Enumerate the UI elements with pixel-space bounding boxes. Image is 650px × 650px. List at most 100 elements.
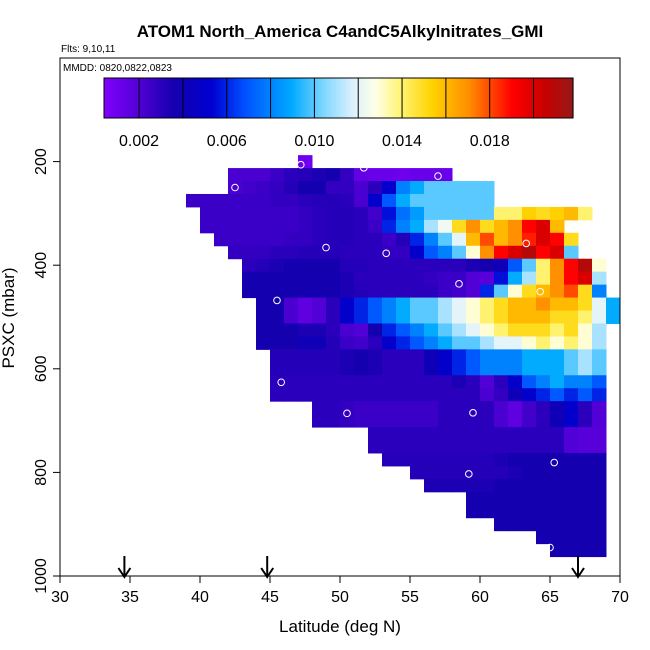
colorbar-segment (433, 78, 437, 118)
colorbar-segment (198, 78, 202, 118)
colorbar-segment (216, 78, 220, 118)
colorbar-segment (485, 78, 489, 118)
colorbar-segment (475, 78, 479, 118)
heatmap-cell (592, 465, 607, 480)
heatmap-cell (508, 452, 523, 467)
heatmap-cell (466, 284, 481, 299)
colorbar-segment (301, 78, 305, 118)
heatmap-cell (494, 232, 509, 247)
heatmap-cell (354, 232, 369, 247)
heatmap-cell (522, 478, 537, 493)
heatmap-cell (592, 310, 607, 324)
heatmap-cell (508, 440, 523, 454)
heatmap-cell (480, 232, 495, 247)
heatmap-cell (536, 258, 551, 273)
heatmap-cell (242, 219, 257, 234)
heatmap-cell (424, 323, 439, 337)
heatmap-cell (256, 181, 271, 195)
heatmap-cell (396, 323, 411, 337)
heatmap-cell (396, 427, 411, 441)
heatmap-cell (396, 375, 411, 389)
sample-marker (182, 211, 190, 219)
colorbar-segment (138, 78, 143, 118)
colorbar-segment (538, 78, 542, 118)
heatmap-cell (410, 245, 425, 260)
heatmap-cell (396, 297, 411, 312)
heatmap-cell (438, 452, 453, 467)
heatmap-cell (438, 414, 453, 428)
heatmap-cell (522, 258, 537, 273)
colorbar-segment (405, 78, 409, 118)
heatmap-cell (368, 206, 383, 221)
heatmap-cell (578, 414, 593, 428)
heatmap-cell (354, 349, 369, 363)
heatmap-cell (592, 401, 607, 415)
heatmap-cell (424, 414, 439, 428)
heatmap-cell (424, 310, 439, 324)
heatmap-cell (536, 219, 551, 234)
heatmap-cell (452, 284, 467, 299)
x-tick-label: 60 (471, 589, 489, 606)
heatmap-cell (340, 245, 355, 260)
heatmap-cell (368, 323, 383, 337)
heatmap-cell (340, 181, 355, 195)
heatmap-cell (410, 297, 425, 312)
heatmap-cell (354, 414, 369, 428)
x-axis: 30 35 40 45 50 55 60 65 70 (51, 576, 629, 606)
heatmap-cell (466, 323, 481, 337)
heatmap-cell (256, 336, 271, 350)
heatmap-cell (480, 362, 495, 376)
colorbar-segment (158, 78, 162, 118)
heatmap-cell (466, 452, 481, 467)
colorbar-segment (281, 78, 285, 118)
heatmap-cell (480, 491, 495, 506)
heatmap-cell (578, 336, 593, 350)
heatmap-cell (410, 427, 425, 441)
heatmap-cell (522, 427, 537, 441)
colorbar-segment (458, 78, 462, 118)
heatmap-cell (550, 362, 565, 376)
heatmap-cell (550, 284, 565, 299)
colorbar-segment (418, 78, 422, 118)
heatmap-cell (508, 504, 523, 519)
y-tick-label: 1000 (33, 558, 50, 594)
colorbar-tick-label: 0.010 (294, 133, 334, 150)
heatmap-cell (480, 219, 495, 234)
heatmap-cell (550, 219, 565, 234)
colorbar-segment (508, 78, 512, 118)
sample-marker (297, 160, 305, 169)
latitude-arrows (117, 556, 585, 579)
heatmap-cell (312, 310, 327, 324)
heatmap-cell (494, 258, 509, 273)
heatmap-cell (578, 310, 593, 324)
colorbar-segment (423, 78, 427, 118)
heatmap-cell (494, 452, 509, 467)
heatmap-cell (578, 388, 593, 402)
heatmap-cell (480, 258, 495, 273)
heatmap-cell (214, 219, 229, 234)
heatmap-cell (410, 168, 425, 182)
colorbar-segment (311, 78, 315, 118)
colorbar-segment (171, 78, 175, 118)
heatmap-cell (298, 323, 313, 337)
heatmap-cell (242, 245, 257, 260)
heatmap-cell (242, 193, 257, 208)
heatmap-cell (592, 349, 607, 363)
heatmap-cell (466, 465, 481, 480)
colorbar-segment (403, 78, 407, 118)
colorbar-segment (278, 78, 282, 118)
colorbar-segment (518, 78, 522, 118)
heatmap-cell (298, 181, 313, 195)
heatmap-cell (578, 452, 593, 467)
heatmap-cell (382, 206, 397, 221)
heatmap-cell (410, 349, 425, 363)
heatmap-cell (550, 388, 565, 402)
heatmap-cell (550, 206, 565, 221)
heatmap-cell (368, 193, 383, 208)
colorbar-segment (111, 78, 115, 118)
colorbar-segment (258, 78, 262, 118)
colorbar-segment (440, 78, 444, 118)
heatmap-cell (326, 323, 341, 337)
heatmap-cell (606, 310, 621, 324)
heatmap-cell (564, 271, 579, 286)
